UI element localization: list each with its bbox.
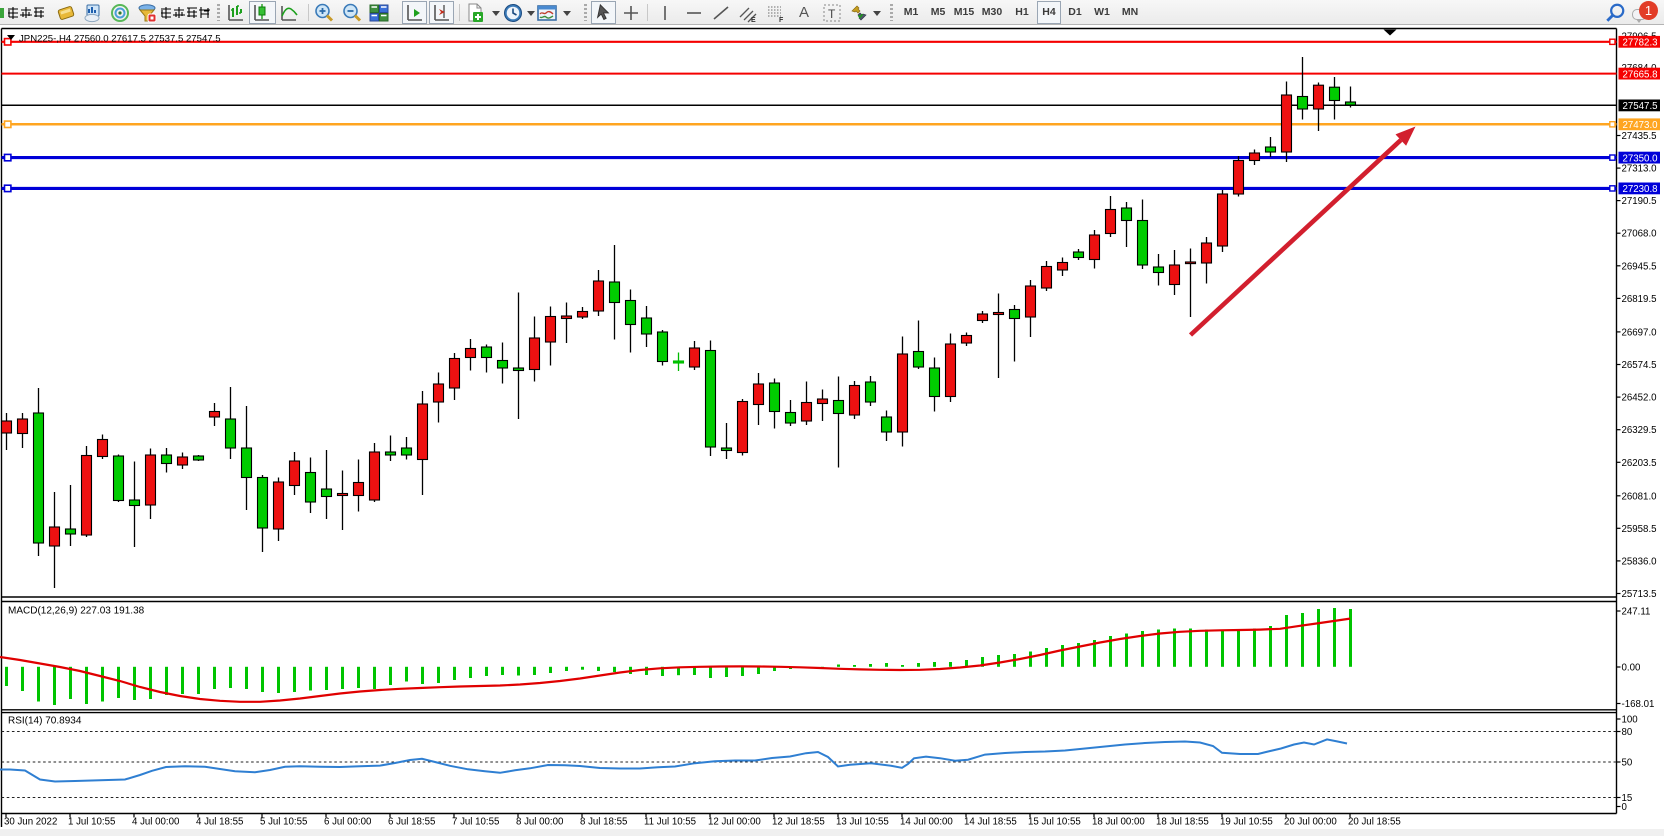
svg-text:0: 0	[1622, 802, 1628, 813]
svg-text:25713.5: 25713.5	[1622, 589, 1657, 600]
svg-text:50: 50	[1622, 758, 1633, 769]
svg-text:MACD(12,26,9) 227.03 191.38: MACD(12,26,9) 227.03 191.38	[8, 606, 145, 617]
svg-text:27473.0: 27473.0	[1623, 120, 1659, 131]
svg-text:27190.5: 27190.5	[1622, 196, 1657, 207]
svg-text:26697.0: 26697.0	[1622, 327, 1658, 338]
svg-text:19 Jul 10:55: 19 Jul 10:55	[1220, 817, 1273, 828]
svg-text:27313.0: 27313.0	[1622, 164, 1658, 175]
svg-text:26081.0: 26081.0	[1622, 491, 1658, 502]
svg-text:8 Jul 18:55: 8 Jul 18:55	[580, 817, 627, 828]
svg-text:-168.01: -168.01	[1622, 699, 1655, 710]
svg-text:E: E	[751, 17, 756, 23]
svg-text:1 Jul 10:55: 1 Jul 10:55	[68, 817, 115, 828]
svg-text:JPN225-,H4 27560.0 27617.5 27: JPN225-,H4 27560.0 27617.5 27537.5 27547…	[19, 34, 221, 45]
svg-text:4 Jul 00:00: 4 Jul 00:00	[132, 817, 180, 828]
svg-text:6 Jul 00:00: 6 Jul 00:00	[324, 817, 372, 828]
svg-text:27782.3: 27782.3	[1623, 38, 1658, 49]
svg-text:27230.8: 27230.8	[1623, 184, 1658, 195]
svg-text:26819.5: 26819.5	[1622, 294, 1657, 305]
svg-text:7 Jul 10:55: 7 Jul 10:55	[452, 817, 499, 828]
svg-text:30 Jun 2022: 30 Jun 2022	[4, 817, 57, 828]
svg-text:6 Jul 18:55: 6 Jul 18:55	[388, 817, 435, 828]
svg-text:20 Jul 18:55: 20 Jul 18:55	[1348, 817, 1401, 828]
svg-text:18 Jul 18:55: 18 Jul 18:55	[1156, 817, 1209, 828]
svg-text:18 Jul 00:00: 18 Jul 00:00	[1092, 817, 1145, 828]
svg-text:8 Jul 00:00: 8 Jul 00:00	[516, 817, 564, 828]
svg-text:247.11: 247.11	[1622, 607, 1651, 618]
svg-text:12 Jul 00:00: 12 Jul 00:00	[708, 817, 761, 828]
svg-text:27068.0: 27068.0	[1622, 229, 1658, 240]
svg-text:27435.5: 27435.5	[1622, 131, 1657, 142]
svg-text:11 Jul 10:55: 11 Jul 10:55	[644, 817, 696, 828]
svg-text:100: 100	[1622, 715, 1639, 726]
svg-text:25958.5: 25958.5	[1622, 524, 1657, 535]
svg-text:4 Jul 18:55: 4 Jul 18:55	[196, 817, 243, 828]
svg-text:0.00: 0.00	[1622, 663, 1641, 674]
svg-text:5 Jul 10:55: 5 Jul 10:55	[260, 817, 307, 828]
svg-text:27665.8: 27665.8	[1623, 69, 1658, 80]
svg-text:13 Jul 10:55: 13 Jul 10:55	[836, 817, 889, 828]
svg-text:27547.5: 27547.5	[1623, 101, 1658, 112]
svg-text:15: 15	[1622, 793, 1633, 804]
svg-text:27350.0: 27350.0	[1623, 153, 1659, 164]
svg-text:26452.0: 26452.0	[1622, 393, 1658, 404]
svg-text:T: T	[828, 7, 836, 21]
svg-text:25836.0: 25836.0	[1622, 556, 1658, 567]
svg-text:20 Jul 00:00: 20 Jul 00:00	[1284, 817, 1337, 828]
svg-text:26203.5: 26203.5	[1622, 458, 1657, 469]
svg-text:15 Jul 10:55: 15 Jul 10:55	[1028, 817, 1081, 828]
svg-text:26329.5: 26329.5	[1622, 425, 1657, 436]
svg-text:26945.5: 26945.5	[1622, 261, 1657, 272]
svg-text:26574.5: 26574.5	[1622, 360, 1657, 371]
svg-text:14 Jul 00:00: 14 Jul 00:00	[900, 817, 953, 828]
svg-text:RSI(14) 70.8934: RSI(14) 70.8934	[8, 716, 82, 727]
svg-text:14 Jul 18:55: 14 Jul 18:55	[964, 817, 1017, 828]
svg-text:F: F	[779, 17, 784, 23]
svg-text:80: 80	[1622, 727, 1633, 738]
svg-text:12 Jul 18:55: 12 Jul 18:55	[772, 817, 825, 828]
